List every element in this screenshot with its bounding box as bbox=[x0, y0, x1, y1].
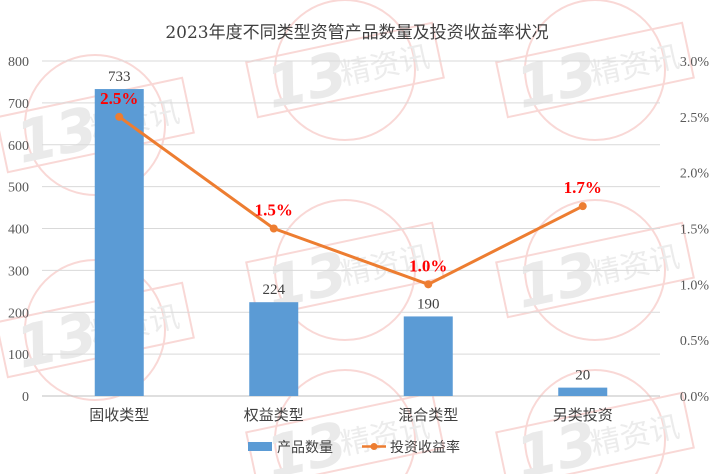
left-axis-tick: 500 bbox=[8, 181, 29, 196]
legend: 产品数量 投资收益率 bbox=[248, 439, 460, 456]
left-axis-ticks: 0 100 200 300 400 500 600 700 800 bbox=[8, 55, 29, 405]
line-marker bbox=[424, 280, 433, 289]
right-axis-tick: 1.5% bbox=[680, 223, 710, 238]
line-series-return-rate: 2.5% 1.5% 1.0% 1.7% bbox=[100, 89, 602, 289]
left-axis-tick: 700 bbox=[8, 97, 29, 112]
left-axis-tick: 0 bbox=[22, 390, 29, 405]
legend-bar-swatch bbox=[248, 442, 272, 451]
chart-title: 2023年度不同类型资管产品数量及投资收益率状况 bbox=[165, 23, 548, 43]
line-marker bbox=[115, 112, 124, 121]
left-axis-tick: 300 bbox=[8, 264, 29, 279]
legend-line-marker-icon bbox=[370, 443, 378, 450]
legend-label-return-rate: 投资收益率 bbox=[390, 439, 460, 456]
left-axis-tick: 800 bbox=[8, 55, 29, 70]
right-axis-tick: 0.0% bbox=[680, 390, 710, 405]
bar bbox=[403, 316, 453, 396]
bar-value-label: 190 bbox=[417, 296, 440, 312]
bar-value-label: 733 bbox=[108, 69, 131, 85]
svg-text:13: 13 bbox=[510, 239, 603, 322]
right-axis-tick: 1.0% bbox=[680, 278, 710, 293]
legend-label-product-count: 产品数量 bbox=[277, 440, 333, 456]
left-axis-tick: 400 bbox=[8, 223, 29, 238]
svg-text:精资讯: 精资讯 bbox=[337, 40, 432, 93]
bar bbox=[558, 387, 608, 396]
rate-value-label: 2.5% bbox=[100, 89, 138, 108]
svg-text:精资讯: 精资讯 bbox=[587, 240, 682, 293]
rate-value-label: 1.7% bbox=[564, 178, 602, 197]
bar bbox=[249, 302, 299, 396]
rate-value-label: 1.5% bbox=[255, 201, 293, 220]
left-axis-tick: 200 bbox=[8, 306, 29, 321]
line-marker bbox=[578, 202, 587, 211]
category-label: 权益类型 bbox=[244, 406, 304, 424]
category-axis-labels: 固收类型 权益类型 混合类型 另类投资 bbox=[89, 406, 613, 424]
svg-text:13: 13 bbox=[10, 94, 103, 177]
return-rate-line bbox=[118, 115, 584, 286]
right-axis-ticks: 0.0% 0.5% 1.0% 1.5% 2.0% 2.5% 3.0% bbox=[680, 55, 710, 405]
bar bbox=[94, 89, 144, 397]
line-marker bbox=[269, 224, 278, 233]
left-axis-tick: 600 bbox=[8, 139, 29, 154]
gridlines bbox=[42, 60, 660, 397]
category-label: 混合类型 bbox=[398, 406, 458, 424]
bar-value-label: 20 bbox=[575, 368, 590, 384]
svg-text:精资讯: 精资讯 bbox=[587, 40, 682, 93]
svg-text:13: 13 bbox=[260, 39, 353, 122]
category-label: 固收类型 bbox=[89, 406, 149, 424]
right-axis-tick: 3.0% bbox=[680, 55, 710, 70]
rate-value-label: 1.0% bbox=[409, 256, 447, 275]
right-axis-tick: 2.5% bbox=[680, 111, 710, 126]
bar-value-label: 224 bbox=[263, 282, 286, 298]
category-label: 另类投资 bbox=[553, 406, 613, 424]
right-axis-tick: 2.0% bbox=[680, 167, 710, 182]
right-axis-tick: 0.5% bbox=[680, 334, 710, 349]
svg-text:13: 13 bbox=[510, 39, 603, 122]
left-axis-tick: 100 bbox=[8, 348, 29, 363]
bar-series-product-count: 733 224 190 20 bbox=[94, 69, 608, 397]
